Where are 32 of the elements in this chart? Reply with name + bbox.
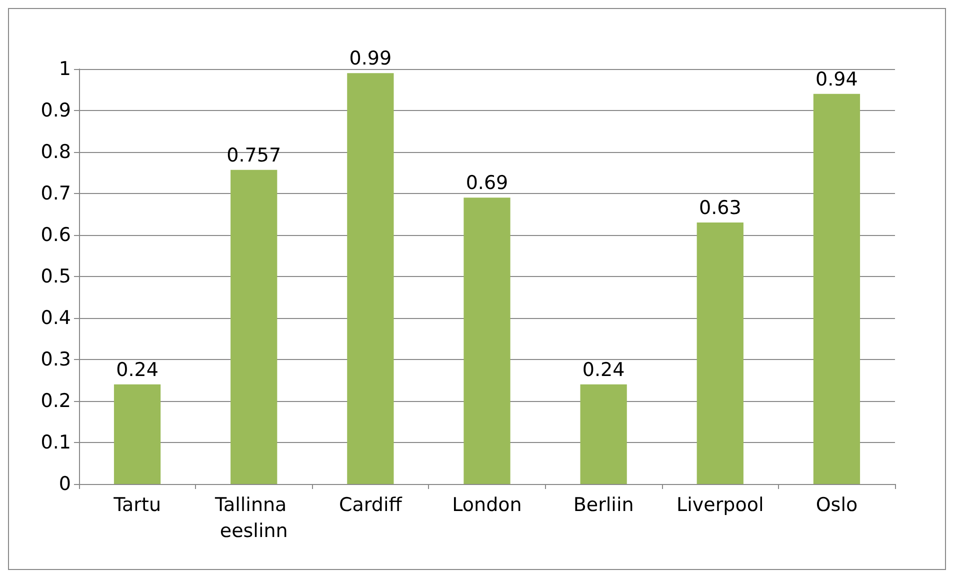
y-tick-label: 0	[58, 473, 71, 495]
x-tick-label: Oslo	[816, 494, 858, 516]
y-tick-label: 0.4	[40, 307, 71, 329]
bar	[696, 222, 744, 484]
data-label: 0.69	[466, 172, 508, 194]
data-label: 0.63	[698, 197, 742, 220]
bar	[464, 198, 510, 484]
y-tick-label: 0.9	[40, 100, 71, 122]
bar	[813, 94, 860, 484]
x-tick-label: Tartu	[112, 494, 161, 516]
y-tick-label: 0.8	[40, 141, 71, 163]
x-tick-label: Berliin	[573, 494, 634, 516]
data-label: 0.24	[116, 358, 158, 381]
data-label: 0.94	[816, 68, 858, 90]
x-tick-label: Cardiff	[339, 494, 403, 516]
y-tick-label: 0.7	[40, 182, 71, 204]
x-tick-label: Tallinna eeslinn	[214, 494, 293, 542]
y-tick-label: 1	[58, 58, 71, 80]
bar	[114, 384, 161, 484]
y-tick-label: 0.6	[40, 224, 71, 246]
data-label: 0.757	[226, 144, 282, 166]
data-label: 0.99	[349, 48, 392, 70]
bar	[580, 384, 627, 484]
x-tick-label: London	[452, 494, 522, 516]
x-tick-label: Liverpool	[676, 494, 764, 516]
y-tick-label: 0.1	[40, 432, 71, 454]
y-tick-label: 0.5	[40, 266, 71, 288]
y-tick-label: 0.2	[40, 390, 71, 412]
data-label: 0.24	[582, 358, 625, 381]
bar	[347, 73, 394, 484]
bar	[230, 170, 278, 484]
y-tick-label: 0.3	[40, 348, 71, 370]
